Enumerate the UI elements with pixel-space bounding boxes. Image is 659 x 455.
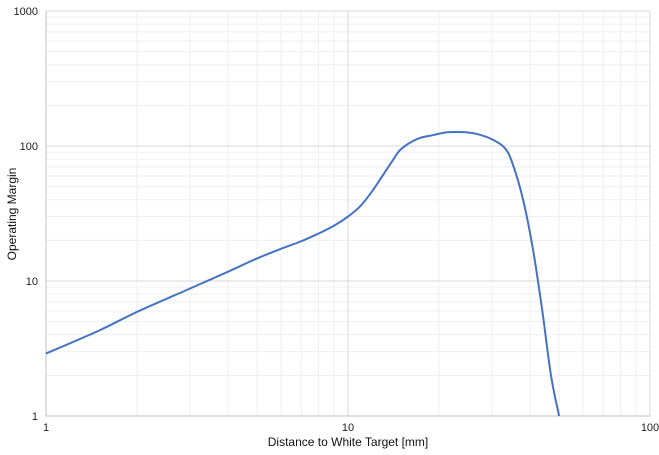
- y-tick-label: 10: [26, 276, 38, 288]
- series-group: [45, 130, 561, 417]
- y-axis-title: Operating Margin: [5, 168, 19, 261]
- axes: [45, 11, 650, 417]
- x-tick-label: 10: [342, 422, 354, 434]
- y-tick-label: 100: [20, 141, 38, 153]
- x-axis-title: Distance to White Target [mm]: [268, 435, 429, 449]
- x-tick-label: 100: [641, 422, 659, 434]
- y-tick-label: 1: [32, 411, 38, 423]
- series-line-0: [45, 130, 561, 417]
- y-tick-label: 1000: [14, 6, 38, 18]
- x-tick-label: 1: [43, 422, 49, 434]
- tick-labels: 1 10 100 1 10 100 1000: [14, 6, 659, 434]
